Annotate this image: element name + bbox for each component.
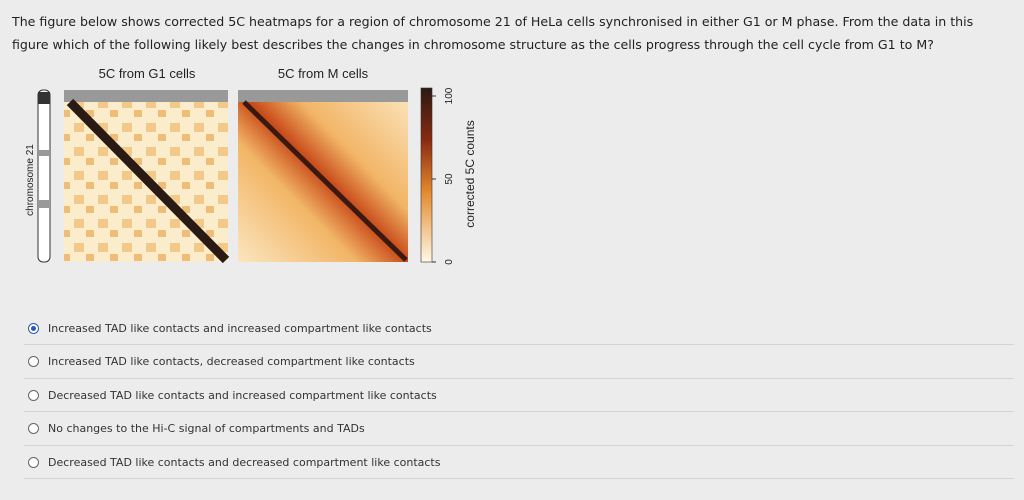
figure: 5C from G1 cells 5C from M cells chromos… [25, 66, 477, 265]
answer-option[interactable]: No changes to the Hi-C signal of compart… [24, 413, 1014, 446]
colorbar-tick-label: 50 [444, 173, 455, 185]
colorbar-tick-label: 100 [444, 87, 455, 104]
heatmap-title: 5C from M cells [278, 66, 369, 81]
option-label: Increased TAD like contacts and increase… [48, 321, 432, 335]
colorbar-label: corrected 5C counts [463, 120, 477, 227]
radio-button[interactable] [28, 423, 39, 434]
radio-button[interactable] [28, 389, 39, 401]
y-label: chromosome 21 [25, 144, 36, 216]
question: The figure below shows corrected 5C heat… [12, 14, 974, 52]
colorbar [420, 87, 433, 263]
radio-button[interactable] [28, 356, 39, 367]
heatmap-m [238, 90, 408, 262]
radio-button[interactable] [28, 322, 39, 334]
option-label: No changes to the Hi-C signal of compart… [48, 422, 365, 435]
heatmap-title: 5C from G1 cells [99, 66, 196, 81]
answer-option[interactable]: Decreased TAD like contacts and decrease… [24, 446, 1014, 479]
ideogram [37, 89, 51, 263]
answer-option[interactable]: Increased TAD like contacts and increase… [24, 312, 1014, 345]
answer-option[interactable]: Increased TAD like contacts, decreased c… [24, 346, 1014, 379]
answer-option[interactable]: Decreased TAD like contacts and increase… [24, 379, 1014, 412]
option-label: Decreased TAD like contacts and decrease… [48, 455, 441, 469]
radio-button[interactable] [28, 456, 39, 468]
option-label: Decreased TAD like contacts and increase… [48, 388, 437, 402]
option-label: Increased TAD like contacts, decreased c… [48, 355, 415, 368]
heatmap-g1 [64, 90, 230, 264]
colorbar-tick-label: 0 [444, 259, 455, 265]
